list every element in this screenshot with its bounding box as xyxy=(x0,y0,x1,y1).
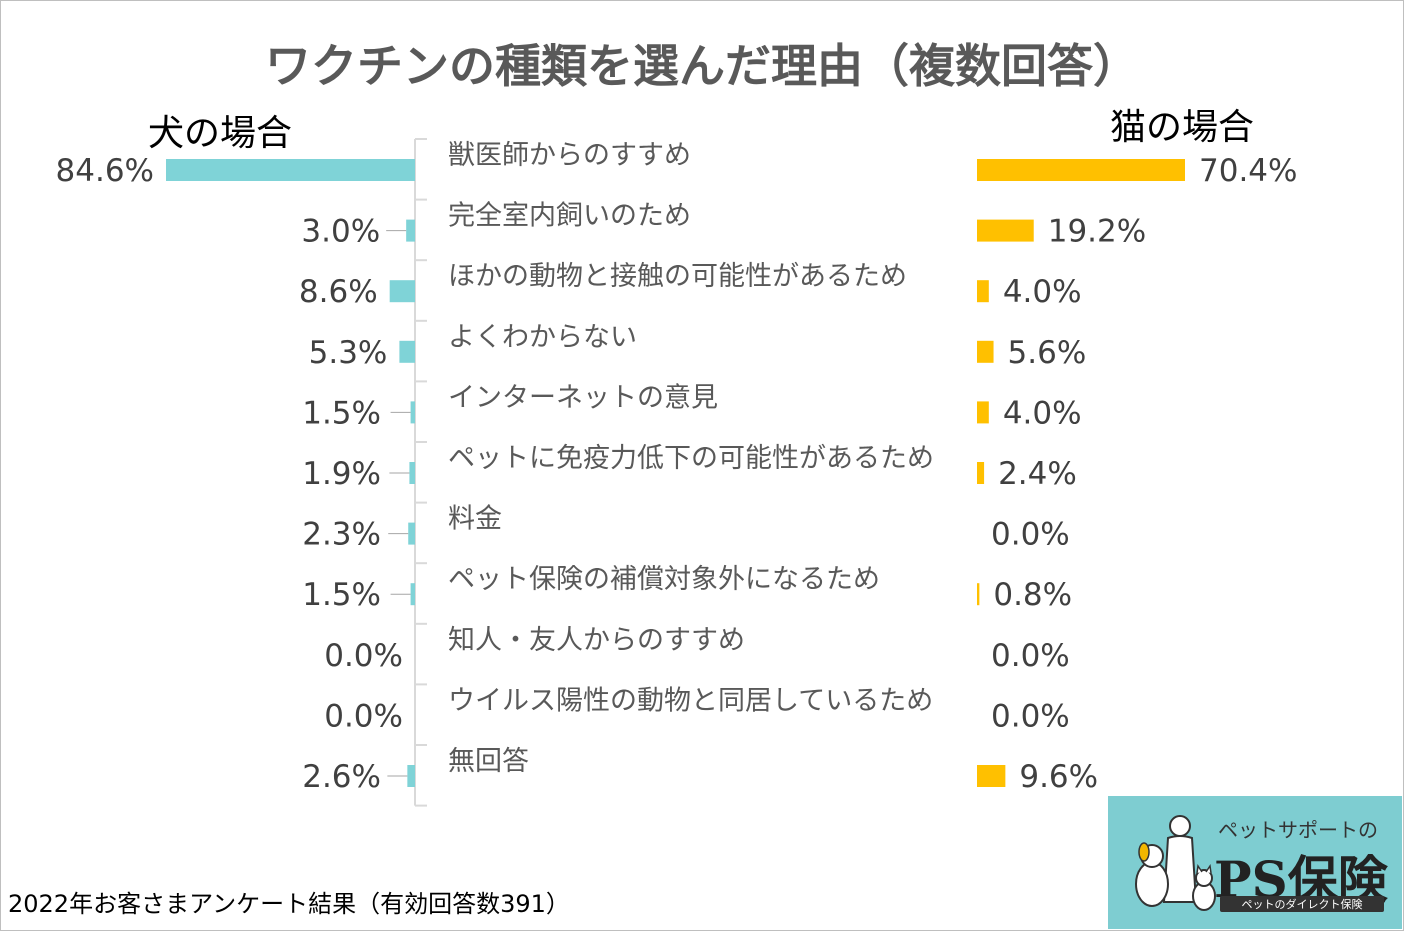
dog-value-label: 0.0% xyxy=(324,638,403,674)
cat-value-label: 5.6% xyxy=(1008,335,1087,371)
cat-bar xyxy=(977,280,989,303)
ps-hoken-logo: ペットサポートの PS保険 ペットのダイレクト保険 xyxy=(1108,796,1402,929)
dog-value-label: 0.0% xyxy=(324,698,403,734)
cat-value-label: 19.2% xyxy=(1048,214,1146,250)
logo-subtitle: ペットのダイレクト保険 xyxy=(1220,896,1384,912)
cat-bar xyxy=(977,583,980,606)
cat-value-label: 2.4% xyxy=(998,456,1077,492)
dog-bar xyxy=(407,765,415,787)
cat-bar xyxy=(977,401,989,424)
dog-value-label: 1.9% xyxy=(302,456,381,492)
cat-bar xyxy=(977,462,985,484)
dog-bar xyxy=(166,159,415,181)
dog-bar xyxy=(399,340,415,363)
cat-bar xyxy=(977,159,1185,181)
dog-value-label: 84.6% xyxy=(56,153,154,189)
dog-bar xyxy=(409,462,415,484)
category-label: ウイルス陽性の動物と同居しているため xyxy=(448,685,933,716)
category-label: 獣医師からのすすめ xyxy=(448,140,691,171)
dog-value-label: 1.5% xyxy=(302,395,381,431)
cat-value-label: 70.4% xyxy=(1199,153,1297,189)
cat-value-label: 4.0% xyxy=(1003,395,1082,431)
cat-value-label: 0.0% xyxy=(991,517,1070,553)
category-label: 知人・友人からのすすめ xyxy=(448,625,745,656)
dog-value-label: 2.6% xyxy=(302,759,381,795)
cat-bar xyxy=(977,219,1034,242)
category-label: インターネットの意見 xyxy=(448,382,718,413)
pet-owner-with-dog-and-cat-icon xyxy=(1135,815,1216,911)
dog-bar xyxy=(406,219,415,242)
cat-bar xyxy=(977,340,994,363)
cat-value-label: 0.0% xyxy=(991,638,1070,674)
cat-value-label: 9.6% xyxy=(1019,759,1098,795)
category-label: ペット保険の補償対象外になるため xyxy=(448,564,880,595)
dog-series-label: 犬の場合 xyxy=(148,113,293,154)
category-label: ペットに免疫力低下の可能性があるため xyxy=(448,443,934,474)
logo-tagline: ペットサポートの xyxy=(1218,818,1378,842)
dog-bar xyxy=(408,522,415,545)
cat-value-label: 4.0% xyxy=(1003,274,1082,310)
cat-value-label: 0.8% xyxy=(993,577,1072,613)
dog-value-label: 8.6% xyxy=(299,274,378,310)
dog-bar xyxy=(389,280,415,303)
category-label: ほかの動物と接触の可能性があるため xyxy=(448,261,907,292)
survey-footnote: 2022年お客さまアンケート結果（有効回答数391） xyxy=(8,890,570,918)
dog-bar xyxy=(410,583,415,606)
cat-value-label: 0.0% xyxy=(991,698,1070,734)
dog-value-label: 1.5% xyxy=(302,577,381,613)
dog-bar xyxy=(410,401,415,424)
dog-value-label: 5.3% xyxy=(309,335,388,371)
cat-series-label: 猫の場合 xyxy=(1110,107,1255,148)
category-label: 完全室内飼いのため xyxy=(448,201,691,232)
dog-value-label: 3.0% xyxy=(301,214,380,250)
dog-value-label: 2.3% xyxy=(302,517,381,553)
cat-bar xyxy=(977,765,1006,787)
chart-title: ワクチンの種類を選んだ理由（複数回答） xyxy=(265,39,1139,93)
category-label: よくわからない xyxy=(448,322,637,353)
category-label: 無回答 xyxy=(448,746,529,777)
category-label: 料金 xyxy=(448,504,502,535)
